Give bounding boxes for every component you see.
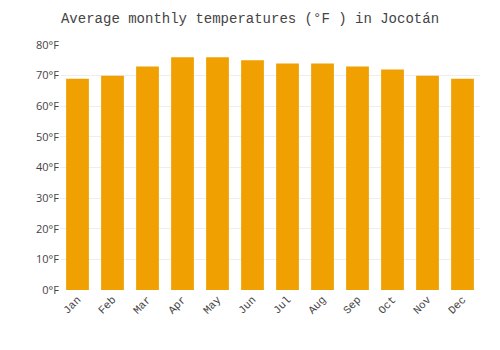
svg-text:Feb: Feb [96,294,118,316]
svg-text:May: May [201,294,224,317]
svg-text:40°F: 40°F [36,159,59,174]
svg-text:Mar: Mar [131,294,153,316]
svg-text:0°F: 0°F [42,282,59,297]
svg-text:70°F: 70°F [36,67,59,82]
svg-text:80°F: 80°F [36,37,59,52]
svg-text:50°F: 50°F [36,129,59,144]
svg-text:Jan: Jan [61,294,83,316]
svg-text:Jun: Jun [236,294,258,316]
svg-text:10°F: 10°F [36,251,59,266]
svg-text:Aug: Aug [306,294,328,316]
svg-text:Average monthly temperatures (: Average monthly temperatures (°F ) in Jo… [61,11,439,27]
svg-text:Apr: Apr [166,294,188,316]
svg-text:30°F: 30°F [36,190,59,205]
svg-text:60°F: 60°F [36,98,59,113]
svg-text:Sep: Sep [341,294,363,316]
svg-text:Nov: Nov [411,294,434,317]
svg-text:Oct: Oct [376,294,398,316]
svg-text:Dec: Dec [446,294,468,316]
svg-text:20°F: 20°F [36,221,59,236]
svg-text:Jul: Jul [271,294,293,316]
